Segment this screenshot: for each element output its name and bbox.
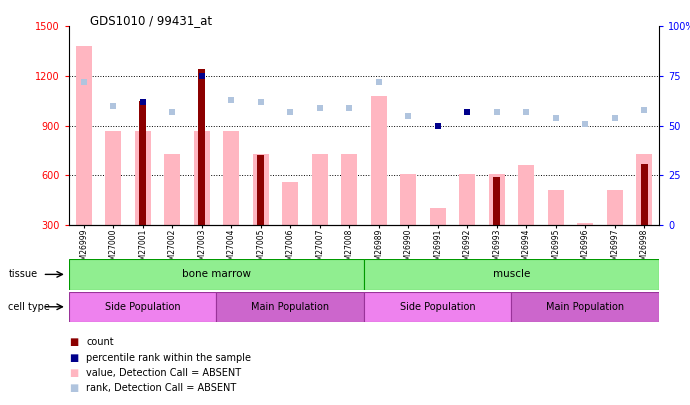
Bar [105, 130, 121, 225]
Text: value, Detection Call = ABSENT: value, Detection Call = ABSENT [86, 368, 241, 378]
Text: ■: ■ [69, 337, 78, 347]
Bar [312, 153, 328, 225]
Bar [577, 223, 593, 225]
Text: bone marrow: bone marrow [182, 269, 251, 279]
Bar [430, 208, 446, 225]
Bar [400, 173, 416, 225]
Bar [640, 164, 648, 225]
Bar [371, 96, 387, 225]
Text: count: count [86, 337, 114, 347]
Bar [253, 153, 269, 225]
Bar [636, 153, 652, 225]
Bar [139, 101, 146, 225]
Bar [282, 182, 298, 225]
Bar [489, 173, 505, 225]
Bar [511, 292, 659, 322]
Text: tissue: tissue [8, 269, 37, 279]
Bar [257, 155, 264, 225]
Bar [459, 173, 475, 225]
Bar [364, 292, 511, 322]
Text: ■: ■ [69, 368, 78, 378]
Bar [217, 292, 364, 322]
Bar [223, 130, 239, 225]
Bar [164, 153, 180, 225]
Text: cell type: cell type [8, 302, 50, 312]
Text: ■: ■ [69, 353, 78, 362]
Bar [493, 177, 500, 225]
Bar [135, 130, 151, 225]
Bar [364, 259, 659, 290]
Text: Main Population: Main Population [546, 302, 624, 312]
Bar [69, 259, 364, 290]
Bar [69, 292, 217, 322]
Text: Main Population: Main Population [251, 302, 329, 312]
Text: GDS1010 / 99431_at: GDS1010 / 99431_at [90, 14, 212, 27]
Bar [341, 153, 357, 225]
Bar [198, 69, 206, 225]
Bar [607, 190, 623, 225]
Bar [518, 165, 534, 225]
Text: ■: ■ [69, 384, 78, 393]
Text: Side Population: Side Population [105, 302, 181, 312]
Bar [194, 130, 210, 225]
Bar [548, 190, 564, 225]
Bar [76, 46, 92, 225]
Text: percentile rank within the sample: percentile rank within the sample [86, 353, 251, 362]
Text: rank, Detection Call = ABSENT: rank, Detection Call = ABSENT [86, 384, 237, 393]
Text: Side Population: Side Population [400, 302, 475, 312]
Text: muscle: muscle [493, 269, 530, 279]
